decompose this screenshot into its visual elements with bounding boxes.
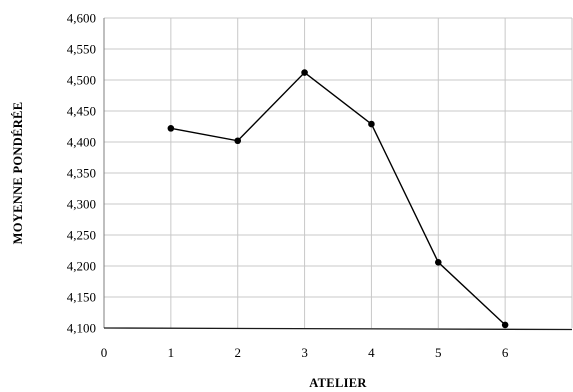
x-tick-label: 2 bbox=[234, 345, 241, 360]
y-tick-label: 4,100 bbox=[67, 321, 96, 336]
y-tick-labels: 4,100 4,150 4,200 4,250 4,300 4,350 4,400 4,450… bbox=[67, 11, 96, 336]
y-tick-label: 4,500 bbox=[67, 73, 96, 88]
series bbox=[167, 69, 509, 329]
x-axis-line bbox=[103, 327, 573, 331]
y-tick-label: 4,400 bbox=[67, 135, 96, 150]
data-point bbox=[434, 258, 442, 266]
x-tick-label: 0 bbox=[101, 345, 108, 360]
data-point bbox=[167, 125, 175, 132]
x-tick-label: 3 bbox=[301, 345, 308, 360]
axes bbox=[103, 18, 573, 331]
y-tick-label: 4,150 bbox=[67, 290, 96, 305]
x-tick-labels: 0 1 2 3 4 5 6 bbox=[101, 345, 509, 360]
data-point bbox=[234, 137, 242, 145]
x-tick-label: 5 bbox=[435, 345, 442, 360]
y-tick-label: 4,450 bbox=[67, 104, 96, 119]
data-point bbox=[368, 120, 375, 128]
grid bbox=[104, 17, 573, 328]
x-tick-label: 1 bbox=[168, 345, 175, 360]
y-tick-label: 4,300 bbox=[67, 197, 96, 212]
x-tick-label: 4 bbox=[368, 345, 375, 360]
x-tick-label: 6 bbox=[502, 345, 509, 360]
y-tick-label: 4,600 bbox=[67, 11, 96, 26]
data-point bbox=[301, 69, 308, 76]
y-tick-label: 4,550 bbox=[67, 42, 96, 57]
data-point bbox=[501, 321, 509, 329]
y-tick-label: 4,350 bbox=[67, 166, 96, 181]
y-tick-label: 4,200 bbox=[67, 259, 96, 274]
y-tick-label: 4,250 bbox=[67, 228, 96, 243]
series-line bbox=[170, 71, 506, 326]
y-axis-title: MOYENNE PONDÉRÉE bbox=[11, 102, 25, 245]
x-axis-title: ATELIER bbox=[309, 376, 367, 390]
